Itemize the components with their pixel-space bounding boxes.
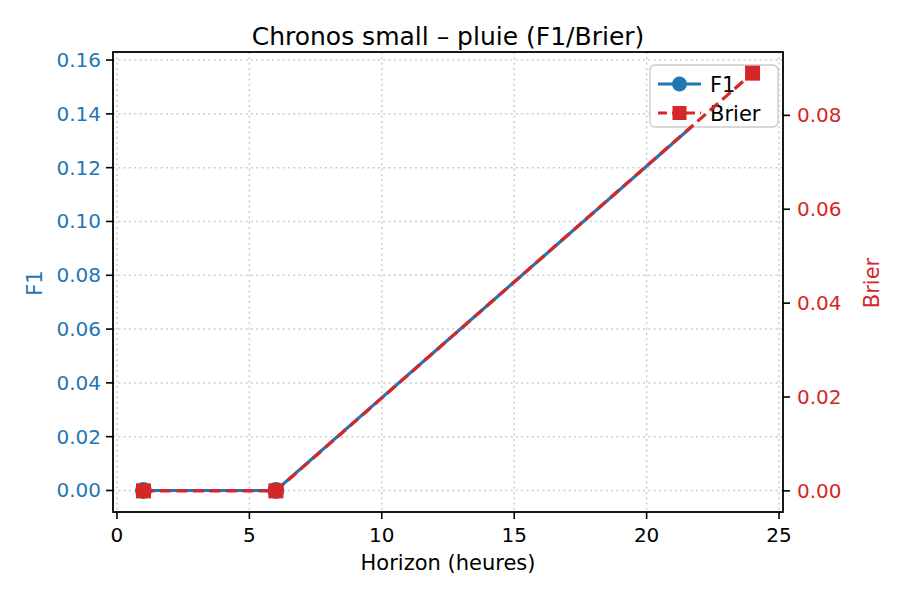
- x-tick-label: 25: [766, 523, 791, 547]
- y-tick-label-left: 0.00: [56, 478, 101, 502]
- y-tick-label-right: 0.00: [797, 479, 842, 503]
- y-tick-label-left: 0.04: [56, 371, 101, 395]
- y-tick-label-left: 0.08: [56, 263, 101, 287]
- y-tick-label-left: 0.12: [56, 156, 101, 180]
- y-tick-label-left: 0.16: [56, 48, 101, 72]
- y-tick-label-right: 0.04: [797, 291, 842, 315]
- y-axis-label-left: F1: [23, 270, 47, 295]
- y-axis-label-right: Brier: [860, 257, 884, 308]
- x-tick-label: 15: [501, 523, 526, 547]
- data-point-square: [745, 66, 760, 81]
- y-tick-label-right: 0.02: [797, 385, 842, 409]
- y-tick-label-left: 0.02: [56, 425, 101, 449]
- x-tick-label: 0: [111, 523, 124, 547]
- x-axis-label: Horizon (heures): [361, 551, 536, 575]
- y-tick-label-right: 0.08: [797, 103, 842, 127]
- legend-marker-circle: [672, 77, 687, 92]
- x-tick-label: 10: [369, 523, 394, 547]
- series-line-brier: [143, 73, 752, 491]
- data-point-square: [136, 483, 151, 498]
- series-brier: [136, 66, 760, 499]
- y-tick-label-left: 0.10: [56, 209, 101, 233]
- y-tick-label-right: 0.06: [797, 197, 842, 221]
- chart-figure: F1Brier 05101520250.000.020.040.060.080.…: [0, 0, 900, 600]
- y-tick-label-left: 0.14: [56, 102, 101, 126]
- x-tick-label: 20: [634, 523, 659, 547]
- legend-label-f1: F1: [710, 73, 735, 97]
- legend-marker-square: [673, 106, 687, 120]
- data-point-square: [268, 483, 283, 498]
- series-f1: [135, 65, 761, 499]
- line-chart: F1Brier 05101520250.000.020.040.060.080.…: [0, 0, 900, 600]
- y-tick-label-left: 0.06: [56, 317, 101, 341]
- x-tick-label: 5: [243, 523, 256, 547]
- chart-title: Chronos small – pluie (F1/Brier): [252, 22, 645, 51]
- series-line-f1: [143, 74, 752, 491]
